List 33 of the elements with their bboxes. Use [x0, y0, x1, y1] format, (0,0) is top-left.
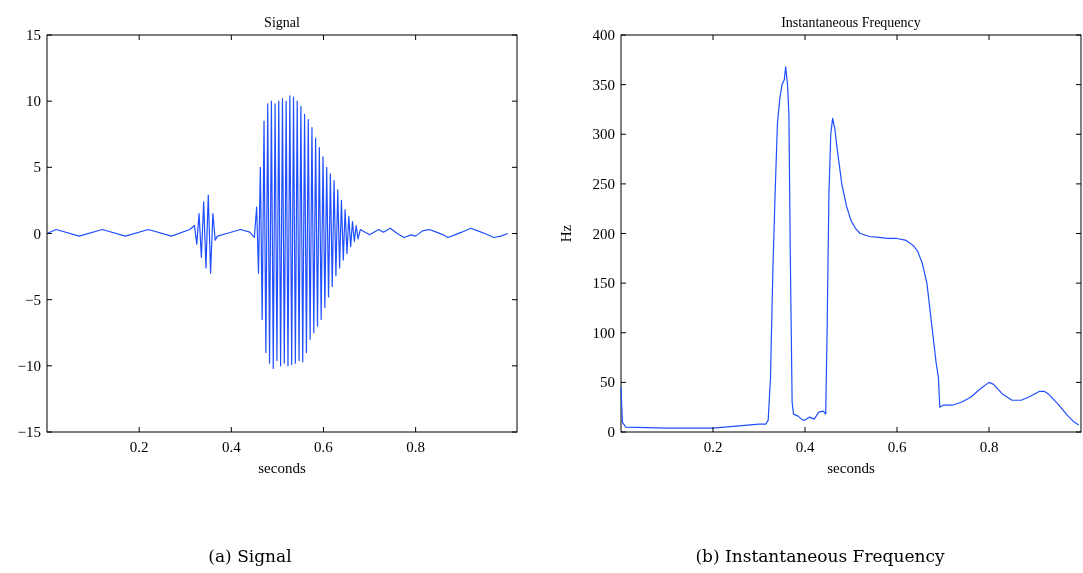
x-tick-label: 0.4: [221, 439, 242, 455]
x-axis-title: seconds: [258, 460, 306, 476]
y-tick-label: −10: [17, 357, 41, 374]
y-tick-label: 300: [592, 126, 615, 143]
y-tick-label: 400: [592, 27, 615, 43]
x-tick-label: 0.6: [314, 439, 334, 455]
y-tick-label: 50: [600, 374, 615, 391]
y-axis-title: Hz: [558, 224, 574, 243]
x-tick-label: 0.2: [703, 439, 723, 455]
text: (a) Signal: [208, 546, 292, 566]
y-tick-label: 350: [592, 76, 615, 93]
y-tick-label: 5: [33, 159, 41, 176]
line-series: [46, 95, 509, 370]
x-tick-label: 0.8: [979, 439, 999, 455]
y-tick-label: 10: [26, 93, 41, 110]
x-tick-label: 0.8: [406, 439, 425, 455]
x-axis-title: seconds: [827, 460, 875, 476]
y-tick-label: −15: [17, 424, 41, 440]
x-tick-label: 0.2: [129, 439, 149, 455]
chart-title: Signal: [264, 15, 300, 30]
y-tick-label: 200: [592, 225, 615, 242]
y-tick-label: 250: [592, 175, 615, 192]
y-tick-label: −5: [25, 291, 41, 308]
y-tick-label: 15: [26, 27, 41, 43]
text: (b) Instantaneous Frequency: [695, 546, 945, 566]
x-tick-label: 0.6: [887, 439, 907, 455]
y-tick-label: 100: [592, 324, 615, 341]
x-tick-label: 0.4: [795, 439, 815, 455]
y-tick-label: 0: [607, 424, 615, 440]
line-series: [620, 66, 1080, 429]
chart-title: Instantaneous Frequency: [781, 15, 921, 30]
y-tick-label: 0: [33, 225, 41, 242]
y-tick-label: 150: [592, 275, 615, 292]
